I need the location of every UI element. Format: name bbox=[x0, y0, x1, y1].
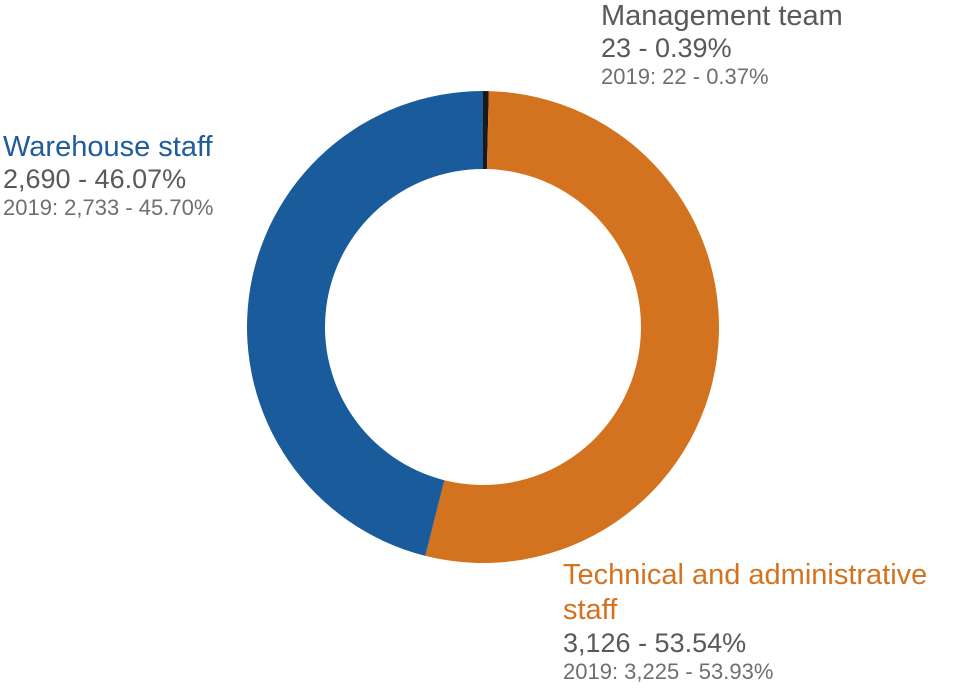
donut-slice-management-team bbox=[483, 91, 489, 170]
slice-prev-year: 2019: 22 - 0.37% bbox=[601, 64, 769, 90]
slice-prev-year: 2019: 3,225 - 53.93% bbox=[563, 658, 774, 684]
slice-value: 3,126 - 53.54% bbox=[563, 627, 747, 658]
slice-name: Management team bbox=[601, 0, 843, 32]
slice-value: 2,690 - 46.07% bbox=[3, 164, 187, 195]
donut-slice-warehouse-staff bbox=[246, 91, 483, 556]
label-warehouse-staff: Warehouse staff 2,690 - 46.07% 2019: 2,7… bbox=[3, 131, 213, 221]
donut-slice-technical-and-administrative-staff bbox=[425, 91, 719, 564]
slice-name: Technical and administrative staff bbox=[563, 559, 928, 626]
slice-value: 23 - 0.39% bbox=[601, 33, 732, 64]
slice-name: Warehouse staff bbox=[3, 131, 213, 163]
label-management-team: Management team 23 - 0.39% 2019: 22 - 0.… bbox=[601, 0, 843, 90]
label-technical-admin-staff: Technical and administrative staff 3,126… bbox=[563, 558, 963, 684]
slice-prev-year: 2019: 2,733 - 45.70% bbox=[3, 195, 214, 221]
